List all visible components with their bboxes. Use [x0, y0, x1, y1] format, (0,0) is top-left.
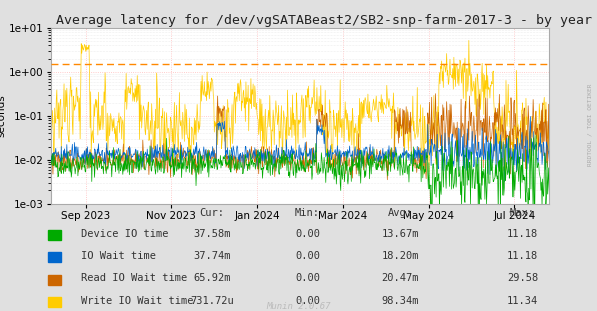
Text: Min:: Min: [295, 208, 320, 218]
Text: IO Wait time: IO Wait time [81, 251, 156, 261]
Text: 11.34: 11.34 [507, 296, 538, 306]
Text: Avg:: Avg: [387, 208, 413, 218]
Text: Device IO time: Device IO time [81, 229, 168, 239]
Text: 731.72u: 731.72u [190, 296, 234, 306]
Text: 11.18: 11.18 [507, 251, 538, 261]
Text: 18.20m: 18.20m [381, 251, 418, 261]
Text: 37.74m: 37.74m [193, 251, 230, 261]
Text: 0.00: 0.00 [295, 273, 320, 283]
Text: Cur:: Cur: [199, 208, 224, 218]
Y-axis label: seconds: seconds [0, 95, 7, 137]
Text: Write IO Wait time: Write IO Wait time [81, 296, 193, 306]
Text: Read IO Wait time: Read IO Wait time [81, 273, 187, 283]
Text: Munin 2.0.67: Munin 2.0.67 [266, 302, 331, 311]
Text: Average latency for /dev/vgSATABeast2/SB2-snp-farm-2017-3 - by year: Average latency for /dev/vgSATABeast2/SB… [56, 14, 592, 27]
Text: 65.92m: 65.92m [193, 273, 230, 283]
Text: 37.58m: 37.58m [193, 229, 230, 239]
Text: 29.58: 29.58 [507, 273, 538, 283]
Text: 11.18: 11.18 [507, 229, 538, 239]
Text: 98.34m: 98.34m [381, 296, 418, 306]
Text: 0.00: 0.00 [295, 251, 320, 261]
Text: RRDTOOL / TOBI OETIKER: RRDTOOL / TOBI OETIKER [588, 83, 593, 166]
Text: 0.00: 0.00 [295, 296, 320, 306]
Text: Max:: Max: [510, 208, 535, 218]
Text: 20.47m: 20.47m [381, 273, 418, 283]
Text: 13.67m: 13.67m [381, 229, 418, 239]
Text: 0.00: 0.00 [295, 229, 320, 239]
